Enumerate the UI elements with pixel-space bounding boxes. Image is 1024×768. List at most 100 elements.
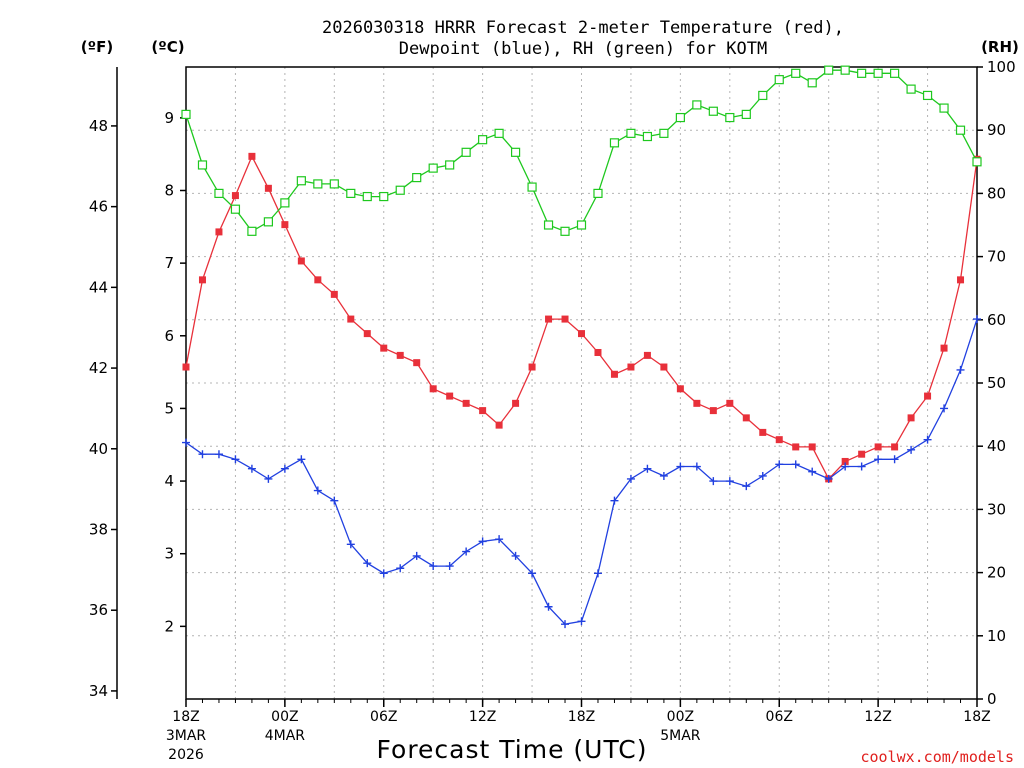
rh-point: [807, 78, 817, 88]
temperature-point: [693, 399, 701, 407]
rh-point: [214, 188, 224, 198]
temperature-point: [231, 192, 239, 200]
rh-point: [675, 112, 685, 123]
rh-point: [527, 182, 537, 192]
dewpoint-point: [544, 602, 553, 611]
rh-tick-label: 90: [987, 121, 1006, 139]
dewpoint-point: [956, 365, 965, 374]
celsius-tick-label: 9: [164, 109, 174, 127]
rh-point: [445, 160, 455, 170]
rh-point: [824, 65, 834, 75]
dewpoint-point: [874, 455, 883, 464]
temperature-point: [363, 330, 371, 338]
rh-point: [642, 131, 653, 142]
dewpoint-point: [478, 537, 487, 546]
rh-tick-label: 70: [987, 248, 1006, 266]
dewpoint-point: [561, 620, 570, 629]
temperature-point: [643, 351, 651, 359]
fahrenheit-axis-ticks: 34 36 38 40 42 44 46 48: [89, 117, 117, 700]
temperature-line: [185, 154, 978, 481]
rh-tick-label: 10: [987, 627, 1006, 645]
dewpoint-point: [923, 435, 932, 444]
celsius-tick-label: 7: [164, 254, 174, 272]
dewpoint-point: [396, 564, 405, 573]
temperature-point: [248, 152, 256, 160]
temperature-point: [264, 184, 272, 192]
rh-point: [692, 100, 702, 110]
rh-point: [609, 138, 620, 148]
rh-point: [873, 68, 883, 78]
temperature-point: [775, 436, 783, 444]
celsius-tick-label: 5: [164, 399, 174, 417]
dewpoint-point: [445, 562, 454, 571]
rh-point: [280, 198, 290, 208]
rh-point: [478, 135, 488, 145]
dewpoint-point: [973, 315, 981, 324]
temperature-point: [215, 228, 223, 236]
temperature-point: [396, 351, 404, 359]
temperature-point: [347, 315, 355, 323]
temperature-point: [726, 399, 734, 407]
chart-title-line1: 2026030318 HRRR Forecast 2-meter Tempera…: [322, 18, 844, 38]
dewpoint-point: [626, 474, 635, 483]
fahrenheit-tick-label: 36: [89, 601, 108, 619]
dewpoint-point: [379, 569, 388, 578]
rh-point: [725, 112, 735, 123]
temperature-point: [841, 457, 849, 465]
x-axis-label: Forecast Time (UTC): [377, 735, 648, 764]
dewpoint-point: [692, 462, 701, 471]
rh-tick-label: 0: [987, 690, 997, 708]
temperature-point: [561, 315, 569, 323]
celsius-tick-label: 2: [164, 617, 174, 635]
time-tick-year: 2026: [168, 747, 204, 763]
rh-point: [560, 226, 570, 236]
chart-title-line2: Dewpoint (blue), RH (green) for KOTM: [399, 39, 767, 59]
fahrenheit-tick-label: 42: [89, 359, 108, 377]
rh-point: [758, 90, 768, 101]
time-tick-label: 00Z: [271, 709, 298, 725]
rh-line: [185, 69, 978, 233]
rh-point: [626, 128, 636, 138]
temperature-point: [924, 392, 932, 400]
rh-unit-label: (RH): [981, 38, 1019, 56]
temperature-point: [528, 363, 536, 371]
rh-tick-label: 40: [987, 437, 1006, 455]
temperature-point: [759, 428, 767, 436]
dewpoint-point: [462, 547, 471, 556]
temperature-point: [330, 290, 338, 298]
temperature-point: [627, 363, 635, 371]
celsius-unit-label: (ºC): [151, 38, 184, 56]
time-tick-label: 18Z: [963, 709, 990, 725]
rh-point: [510, 147, 521, 157]
time-axis-ticks: 18Z 3MAR 2026 00Z 4MAR 06Z 12Z 18Z 00Z 5MAR 06Z 12Z…: [166, 699, 991, 763]
rh-tick-label: 100: [987, 58, 1016, 76]
rh-point: [296, 176, 306, 186]
temperature-point: [413, 359, 421, 367]
rh-point: [972, 157, 982, 167]
celsius-tick-label: 6: [164, 327, 174, 345]
data-series: [181, 65, 982, 629]
rh-point: [428, 163, 438, 173]
rh-point: [955, 125, 966, 135]
dewpoint-point: [264, 474, 273, 483]
temperature-point: [709, 407, 717, 415]
time-tick-label: 12Z: [469, 709, 496, 725]
dewpoint-point: [297, 455, 306, 464]
rh-point: [362, 191, 372, 202]
time-tick-date: 3MAR: [166, 728, 207, 744]
temperature-point: [792, 443, 800, 451]
rh-point: [857, 68, 867, 78]
dewpoint-point: [742, 482, 751, 491]
temperature-point: [660, 363, 668, 371]
time-tick-label: 00Z: [667, 709, 694, 725]
dewpoint-point: [857, 462, 866, 471]
dewpoint-point: [280, 464, 289, 473]
dewpoint-point: [231, 455, 240, 464]
dewpoint-point: [659, 471, 668, 480]
fahrenheit-tick-label: 46: [89, 198, 108, 216]
series-rh: [181, 65, 982, 236]
rh-point: [593, 188, 603, 198]
dewpoint-point: [429, 562, 438, 571]
temperature-point: [429, 385, 437, 393]
temperature-point: [907, 414, 915, 422]
